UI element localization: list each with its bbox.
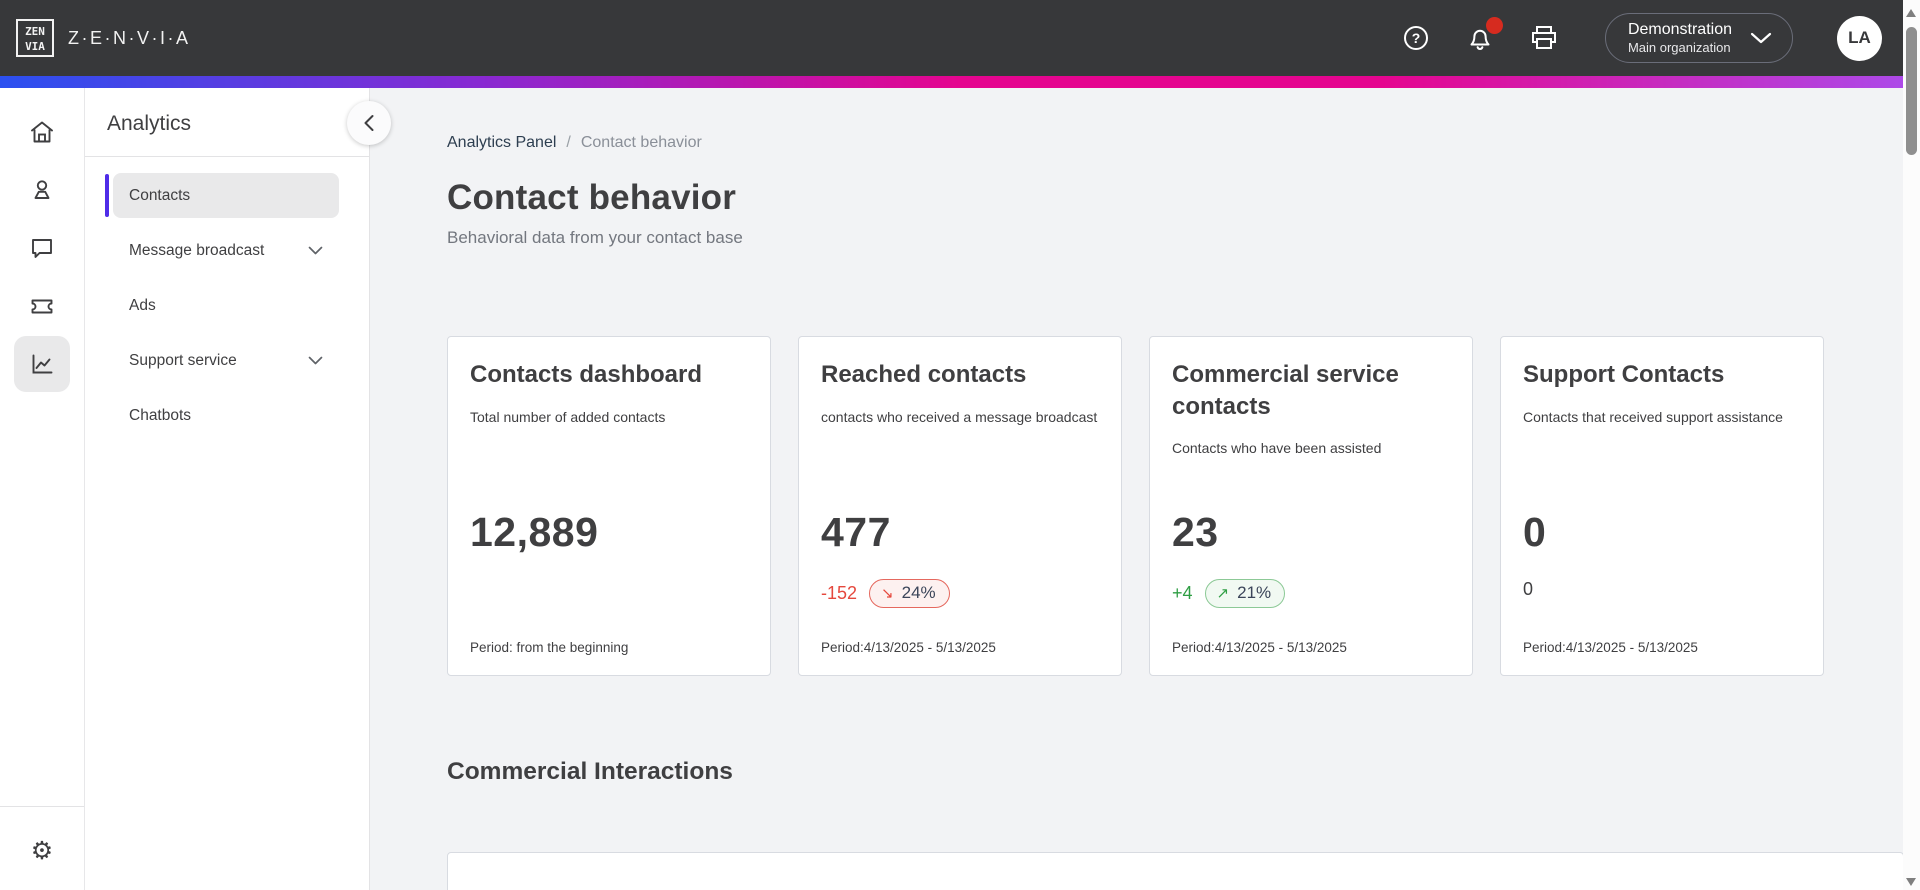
- sidebar-title: Analytics: [107, 112, 192, 135]
- rail-item-conversations[interactable]: [14, 220, 70, 276]
- scrollbar-thumb[interactable]: [1906, 27, 1917, 155]
- sidebar-item-support-service[interactable]: Support service: [113, 338, 339, 383]
- card-support-contacts: Support Contacts Contacts that received …: [1500, 336, 1824, 676]
- sidebar-item-label: Ads: [129, 296, 156, 314]
- card-title: Contacts dashboard: [470, 361, 703, 388]
- svg-text:VIA: VIA: [25, 40, 45, 53]
- zenvia-logo-icon: ZEN VIA: [16, 19, 54, 57]
- card-title: Commercial service contacts: [1172, 361, 1399, 420]
- line-chart-icon: [32, 354, 53, 374]
- chat-bubble-icon: [32, 239, 52, 258]
- rail-item-contacts[interactable]: [14, 162, 70, 218]
- card-value: 12,889: [470, 509, 599, 555]
- organization-subtitle: Main organization: [1627, 39, 1731, 55]
- card-description: Total number of added contacts: [470, 408, 666, 425]
- card-description: contacts who received a message broadcas…: [821, 408, 1098, 425]
- section-title-commercial-interactions: Commercial Interactions: [447, 758, 733, 785]
- zenvia-logo: ZEN VIA Z·E·N·V·I·A: [14, 17, 190, 59]
- chevron-down-icon: [1750, 32, 1772, 44]
- card-commercial-service-contacts: Commercial service contacts Contacts who…: [1149, 336, 1473, 676]
- card-delta: +4: [1172, 583, 1193, 603]
- breadcrumb-separator: /: [566, 134, 571, 151]
- card-title: Reached contacts: [821, 361, 1027, 388]
- trend-percent: 24%: [901, 583, 936, 602]
- scrollbar-up-arrow[interactable]: [1906, 9, 1916, 17]
- help-icon: ?: [1403, 26, 1428, 50]
- organization-name: Demonstration: [1627, 20, 1732, 38]
- card-value: 0: [1523, 509, 1547, 555]
- breadcrumb: Analytics Panel / Contact behavior: [447, 134, 1920, 152]
- sidebar-item-label: Support service: [129, 351, 237, 369]
- breadcrumb-current: Contact behavior: [580, 134, 702, 151]
- sidebar-item-chatbots[interactable]: Chatbots: [113, 393, 339, 438]
- sidebar-item-label: Message broadcast: [129, 241, 265, 259]
- brand-wordmark: Z·E·N·V·I·A: [68, 27, 191, 48]
- sidebar-item-label: Contacts: [129, 186, 191, 204]
- analytics-sidebar: Analytics Contacts Message broadcast Ads…: [85, 88, 391, 890]
- icon-rail: ⚙: [0, 88, 85, 890]
- page-title: Contact behavior: [447, 178, 737, 217]
- chevron-down-icon: [308, 246, 323, 255]
- sidebar-divider: [85, 156, 369, 157]
- sidebar-item-label: Chatbots: [129, 406, 192, 424]
- notification-badge: [1485, 17, 1503, 34]
- print-button[interactable]: [1527, 21, 1561, 55]
- printer-icon: [1531, 26, 1556, 49]
- user-avatar[interactable]: LA: [1837, 15, 1882, 61]
- svg-text:?: ?: [1412, 30, 1421, 46]
- card-period: Period:4/13/2025 - 5/13/2025: [1523, 640, 1698, 655]
- main-content: Analytics Panel / Contact behavior Conta…: [370, 88, 1920, 890]
- card-value: 477: [821, 509, 891, 555]
- kpi-cards-row: Contacts dashboard Total number of added…: [447, 336, 1920, 676]
- ticket-icon: [31, 299, 53, 314]
- card-title: Support Contacts: [1523, 361, 1725, 388]
- card-period: Period:4/13/2025 - 5/13/2025: [821, 640, 996, 655]
- help-button[interactable]: ?: [1399, 21, 1433, 55]
- card-period: Period: from the beginning: [470, 640, 629, 655]
- breadcrumb-analytics-panel[interactable]: Analytics Panel: [447, 134, 557, 151]
- card-delta: -152: [821, 583, 858, 603]
- card-description: Contacts who have been assisted: [1172, 440, 1382, 457]
- brand-gradient-bar: [0, 76, 1920, 88]
- card-contacts-dashboard: Contacts dashboard Total number of added…: [447, 336, 771, 676]
- page-scrollbar[interactable]: [1903, 0, 1920, 890]
- sidebar-item-ads[interactable]: Ads: [113, 283, 339, 328]
- card-value: 23: [1172, 509, 1219, 555]
- home-icon: [31, 121, 53, 143]
- organization-switcher[interactable]: Demonstration Main organization: [1604, 12, 1793, 64]
- settings-gear-icon[interactable]: ⚙: [30, 837, 54, 865]
- page-subtitle: Behavioral data from your contact base: [447, 228, 743, 247]
- card-period: Period:4/13/2025 - 5/13/2025: [1172, 640, 1347, 655]
- rail-item-analytics[interactable]: [14, 336, 70, 392]
- chevron-left-icon: [364, 115, 374, 131]
- card-description: Contacts that received support assistanc…: [1523, 408, 1783, 425]
- rail-divider: [0, 806, 84, 807]
- rail-item-home[interactable]: [14, 104, 70, 160]
- trend-badge-down: ↘ 24%: [869, 579, 950, 608]
- card-reached-contacts: Reached contacts contacts who received a…: [798, 336, 1122, 676]
- trend-up-arrow-icon: ↗: [1216, 585, 1230, 602]
- trend-badge-up: ↗ 21%: [1204, 579, 1286, 608]
- notifications-button[interactable]: [1463, 17, 1503, 55]
- card-delta: 0: [1523, 579, 1534, 599]
- sidebar-collapse-button[interactable]: [347, 101, 391, 145]
- sidebar-item-contacts[interactable]: Contacts: [105, 173, 339, 218]
- chevron-down-icon: [308, 356, 323, 365]
- trend-percent: 21%: [1237, 583, 1272, 602]
- commercial-interactions-card: [447, 852, 1904, 890]
- bell-icon: [1470, 29, 1490, 50]
- person-icon: [34, 180, 50, 199]
- scrollbar-down-arrow[interactable]: [1906, 878, 1916, 886]
- svg-text:ZEN: ZEN: [25, 25, 45, 38]
- sidebar-item-message-broadcast[interactable]: Message broadcast: [113, 228, 339, 273]
- rail-item-sales[interactable]: [14, 278, 70, 334]
- trend-down-arrow-icon: ↘: [881, 585, 894, 602]
- topbar: ZEN VIA Z·E·N·V·I·A ?: [0, 0, 1920, 76]
